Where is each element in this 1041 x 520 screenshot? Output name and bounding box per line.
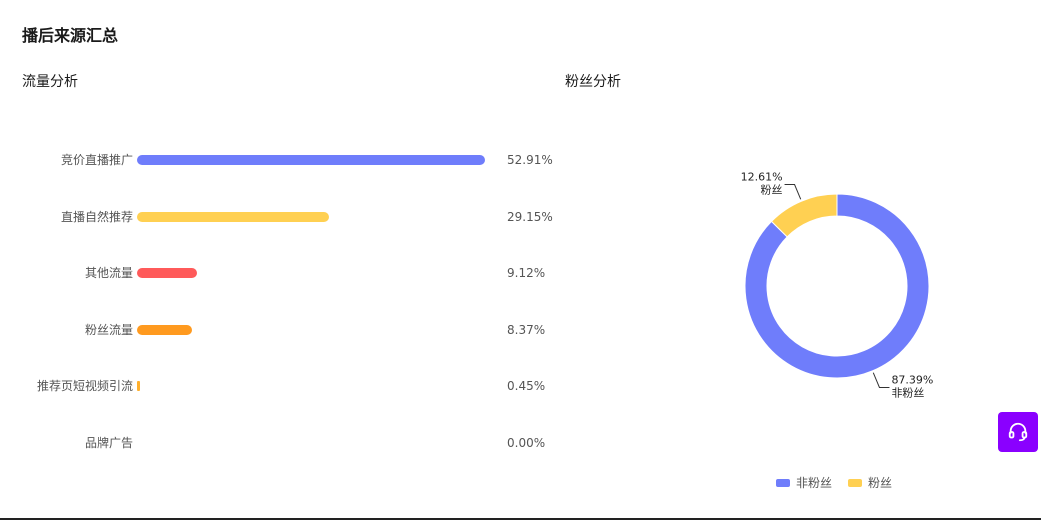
bar-track: [137, 155, 485, 165]
bar-track: [137, 211, 485, 222]
donut-slice: [770, 193, 838, 238]
donut-percent-label: 87.39%: [891, 373, 933, 386]
bar-mark: [137, 381, 140, 391]
bar-row: 直播自然推荐 29.15%: [0, 207, 560, 227]
bar-row: 竞价直播推广 52.91%: [0, 150, 560, 170]
donut-legend: 非粉丝 粉丝: [776, 474, 892, 491]
bar-mark: [137, 324, 193, 335]
bar-value-label: 29.15%: [507, 209, 553, 224]
legend-swatch: [776, 478, 790, 487]
bar-category-label: 直播自然推荐: [60, 209, 133, 224]
bar-category-label: 竞价直播推广: [60, 153, 133, 167]
bar-value-label: 0.45%: [507, 379, 546, 393]
fans-analysis-title: 粉丝分析: [565, 74, 621, 90]
donut-slice-label: 粉丝: [761, 184, 783, 197]
customer-support-button[interactable]: [998, 412, 1038, 452]
bar-track: [137, 268, 485, 278]
bar-value-label: 0.00%: [507, 435, 546, 450]
bar-mark: [137, 268, 197, 278]
traffic-bar-chart: 竞价直播推广 52.91% 直播自然推荐 29.15% 其他流量 9.12% 粉丝流量 8.3…: [0, 130, 560, 460]
bar-row: 其他流量 9.12%: [0, 263, 560, 283]
bar-track: [137, 438, 485, 448]
bar-row: 推荐页短视频引流 0.45%: [0, 376, 560, 396]
donut-slice-label: 非粉丝: [891, 386, 924, 399]
bar-row: 品牌广告 0.00%: [0, 433, 560, 453]
bar-track: [137, 381, 485, 391]
bar-mark: [137, 211, 329, 222]
bar-value-label: 8.37%: [507, 322, 546, 337]
donut-percent-label: 12.61%: [741, 171, 783, 184]
bar-row: 粉丝流量 8.37%: [0, 320, 560, 340]
bar-value-label: 9.12%: [507, 266, 546, 280]
bar-category-label: 品牌广告: [84, 435, 133, 450]
bottom-divider: [0, 518, 1041, 520]
legend-label: 非粉丝: [796, 476, 833, 490]
donut-leader-line: [784, 184, 802, 200]
bar-category-label: 推荐页短视频引流: [36, 379, 133, 393]
bar-track: [137, 324, 485, 335]
page-title: 播后来源汇总: [22, 26, 119, 45]
fans-donut-chart: 87.39%非粉丝 12.61%粉丝: [741, 171, 934, 400]
donut-leader-line: [872, 372, 890, 388]
legend-item[interactable]: 粉丝: [848, 474, 892, 491]
traffic-analysis-title: 流量分析: [22, 74, 78, 90]
legend-label: 粉丝: [868, 476, 893, 490]
bar-category-label: 其他流量: [84, 266, 133, 280]
bar-mark: [137, 155, 485, 165]
bar-category-label: 粉丝流量: [84, 322, 133, 337]
legend-swatch: [848, 478, 863, 487]
donut-slice: [744, 193, 930, 379]
legend-item[interactable]: 非粉丝: [776, 474, 832, 491]
headset-icon: [1008, 422, 1028, 442]
bar-value-label: 52.91%: [507, 153, 553, 167]
